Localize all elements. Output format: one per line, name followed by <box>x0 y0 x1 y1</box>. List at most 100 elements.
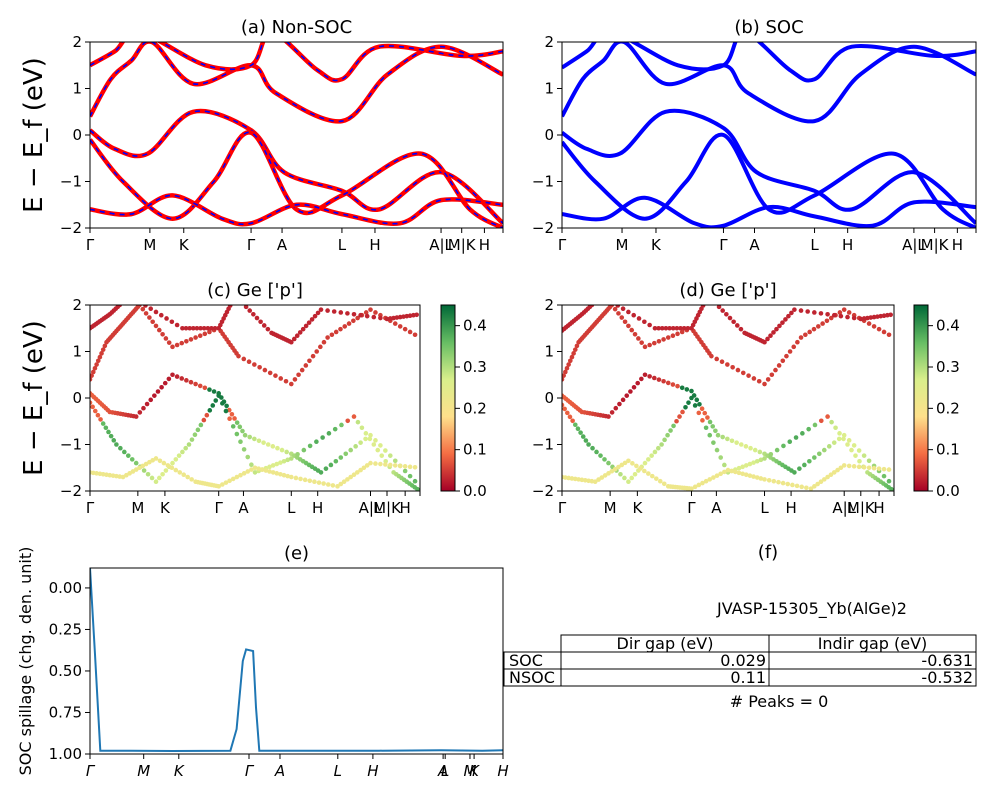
scatter-point <box>786 313 791 319</box>
scatter-point <box>647 374 652 379</box>
scatter-point <box>642 460 648 466</box>
scatter-point <box>202 331 208 337</box>
scatter-point <box>148 397 154 403</box>
scatter-point <box>811 326 817 332</box>
scatter-point <box>571 351 576 356</box>
scatter-point <box>738 326 744 332</box>
scatter-point <box>91 369 96 375</box>
scatter-point <box>99 351 104 356</box>
scatter-point <box>807 329 812 335</box>
scatter-point <box>592 479 598 485</box>
scatter-point <box>572 422 578 428</box>
scatter-point <box>835 467 840 473</box>
scatter-point <box>181 472 187 478</box>
scatter-point <box>578 430 583 435</box>
x-tick-label: K <box>632 499 643 517</box>
scatter-point <box>594 449 599 455</box>
scatter-point <box>227 305 233 308</box>
scatter-point <box>383 448 388 453</box>
scatter-point <box>642 468 647 474</box>
scatter-point <box>118 445 123 451</box>
colorbar-tick-label: 0.3 <box>463 358 487 376</box>
scatter-point <box>245 469 251 474</box>
scatter-point <box>815 481 820 487</box>
scatter-point <box>379 453 385 458</box>
y-tick-label: 2 <box>72 33 82 51</box>
scatter-point <box>179 376 185 381</box>
scatter-point <box>777 323 782 329</box>
scatter-point <box>613 405 619 411</box>
band-line <box>562 42 976 83</box>
x-tick-label: Γ <box>215 499 224 517</box>
scatter-point <box>256 466 261 471</box>
scatter-point <box>711 440 716 445</box>
scatter-point <box>114 442 119 447</box>
scatter-point <box>345 477 350 482</box>
scatter-point <box>232 416 237 421</box>
scatter-point <box>678 325 683 331</box>
scatter-point <box>169 319 175 325</box>
scatter-point <box>351 414 357 419</box>
scatter-point <box>668 428 673 433</box>
scatter-point <box>143 305 148 308</box>
y-tick-label: 0 <box>544 126 554 144</box>
scatter-point <box>818 311 824 316</box>
scatter-point <box>857 458 862 464</box>
scatter-point <box>355 470 360 475</box>
scatter-point <box>602 457 607 462</box>
scatter-point <box>740 471 745 477</box>
scatter-point <box>236 353 241 359</box>
scatter-point <box>856 448 862 453</box>
scatter-point <box>622 460 628 466</box>
scatter-point <box>292 377 298 382</box>
band-line-nsoc <box>90 42 503 83</box>
band-line <box>562 132 976 228</box>
scatter-point <box>207 408 213 413</box>
scatter-point <box>173 467 179 473</box>
scatter-point <box>194 325 200 331</box>
scatter-point <box>197 383 203 389</box>
scatter-point <box>164 316 169 321</box>
y-tick-label: 0 <box>544 389 554 407</box>
panel-title: (b) SOC <box>734 17 803 38</box>
scatter-point <box>681 325 687 331</box>
x-tick-label: H <box>479 236 490 254</box>
y-tick-label: 0.75 <box>49 703 82 721</box>
scatter-point <box>714 473 720 478</box>
scatter-point <box>567 414 573 420</box>
scatter-point <box>275 445 280 451</box>
band-line-soc-dashed <box>90 42 503 82</box>
scatter-point <box>762 381 767 387</box>
scatter-point <box>254 315 260 321</box>
scatter-point <box>616 464 621 470</box>
scatter-point <box>339 422 344 428</box>
scatter-point <box>187 325 192 331</box>
scatter-point <box>307 478 313 484</box>
x-tick-label: H <box>873 499 884 517</box>
scatter-point <box>209 325 214 331</box>
scatter-point <box>751 460 756 465</box>
scatter-point <box>574 343 580 349</box>
table-row-label: SOC <box>509 651 543 670</box>
x-tick-label: M <box>616 236 629 254</box>
scatter-point <box>851 443 857 448</box>
scatter-point <box>111 438 117 443</box>
scatter-point <box>143 311 149 316</box>
scatter-point <box>871 465 877 471</box>
scatter-point <box>169 465 175 471</box>
scatter-point <box>851 315 857 321</box>
scatter-point <box>291 336 297 342</box>
scatter-point <box>153 309 159 315</box>
scatter-point <box>355 315 360 321</box>
scatter-point <box>718 455 723 460</box>
x-tick-label: A <box>274 762 285 780</box>
scatter-point <box>160 471 165 477</box>
scatter-point <box>358 440 363 445</box>
plot-frame <box>561 304 895 492</box>
scatter-point <box>300 326 306 332</box>
scatter-point <box>289 381 294 387</box>
scatter-point <box>679 385 685 391</box>
scatter-point <box>301 447 307 453</box>
scatter-point <box>92 365 98 371</box>
